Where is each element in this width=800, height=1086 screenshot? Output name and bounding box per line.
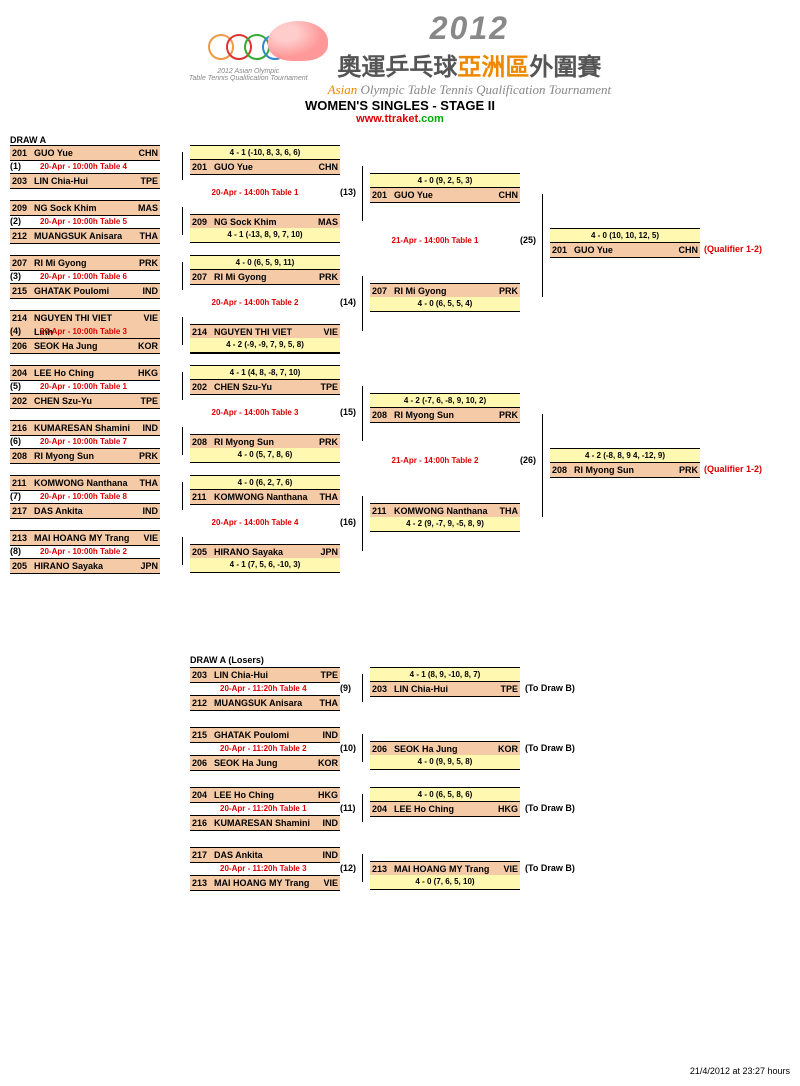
player-row: 208RI Myong SunPRK — [550, 462, 700, 478]
player-row: 208RI Myong SunPRK — [10, 448, 160, 464]
losers-title: DRAW A (Losers) — [190, 655, 800, 665]
player-row: 201GUO YueCHN — [190, 159, 340, 175]
player-row: 217DAS AnkitaIND — [10, 503, 160, 519]
player-row: 215GHATAK PoulomiIND — [10, 283, 160, 299]
player-row: 212MUANGSUK AnisaraTHA — [10, 228, 160, 244]
year: 2012 — [430, 10, 509, 46]
url: www.ttraket.com — [0, 113, 800, 125]
player-row: 202CHEN Szu-YuTPE — [190, 379, 340, 395]
event-title-block: 2012 奧運乒乓球亞洲區外圍賽 Asian Olympic Table Ten… — [328, 10, 612, 98]
player-row: 201GUO YueCHN — [550, 242, 700, 258]
player-row: 211KOMWONG NanthanaTHA — [190, 489, 340, 505]
timestamp: 21/4/2012 at 23:27 hours — [690, 1066, 790, 1076]
player-row: 208RI Myong SunPRK — [370, 407, 520, 423]
player-row: 206SEOK Ha JungKOR — [190, 755, 340, 771]
header: 2012 Asian OlympicTable Tennis Qualifica… — [0, 0, 800, 135]
player-row: 204LEE Ho ChingHKG — [370, 801, 520, 817]
player-row: 203LIN Chia-HuiTPE — [370, 681, 520, 697]
player-row: 206SEOK Ha JungKOR — [10, 338, 160, 354]
player-row: 205HIRANO SayakaJPN — [10, 558, 160, 574]
player-row: 212MUANGSUK AnisaraTHA — [190, 695, 340, 711]
player-row: 207RI Mi GyongPRK — [190, 269, 340, 285]
main-bracket: 201GUO YueCHN20-Apr - 10:00h Table 4(1)2… — [10, 145, 800, 645]
en-subtitle: Asian Olympic Table Tennis Qualification… — [328, 82, 612, 97]
player-row: 203LIN Chia-HuiTPE — [10, 173, 160, 189]
player-row: 202CHEN Szu-YuTPE — [10, 393, 160, 409]
stage-title: WOMEN'S SINGLES - STAGE II — [0, 98, 800, 113]
losers-bracket: DRAW A (Losers)203LIN Chia-HuiTPE20-Apr … — [190, 655, 800, 915]
player-row: 213MAI HOANG MY TrangVIE — [190, 875, 340, 891]
draw-label: DRAW A — [10, 135, 800, 145]
cn-title: 奧運乒乓球亞洲區外圍賽 — [337, 54, 601, 81]
player-row: 216KUMARESAN ShaminiIND — [190, 815, 340, 831]
logo: 2012 Asian OlympicTable Tennis Qualifica… — [189, 26, 308, 82]
player-row: 201GUO YueCHN — [370, 187, 520, 203]
